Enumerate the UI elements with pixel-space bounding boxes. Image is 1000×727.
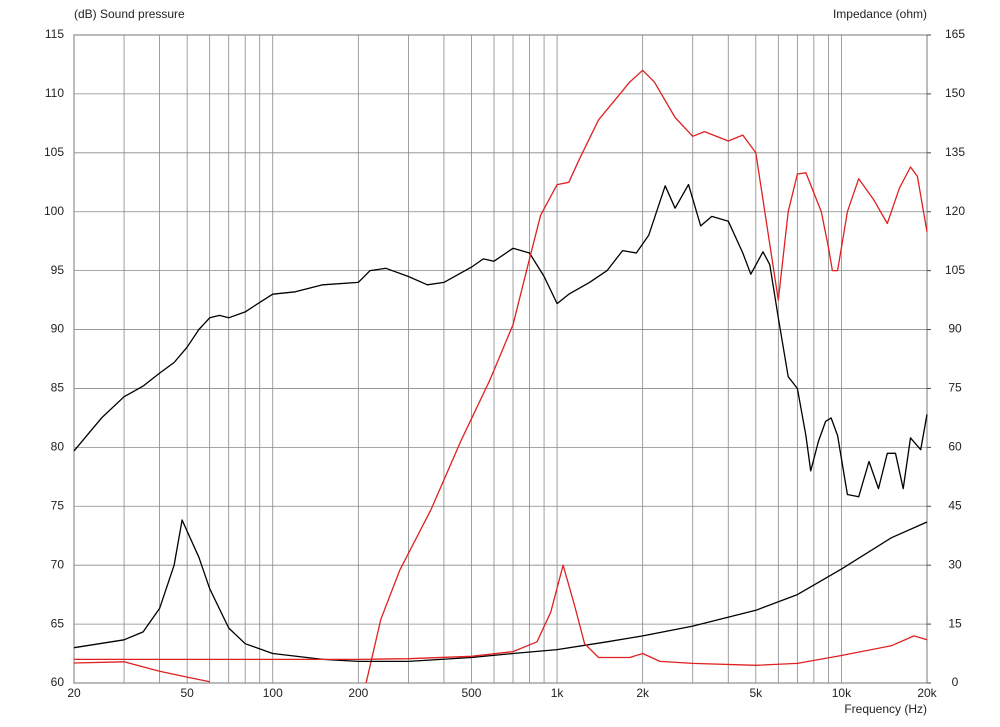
y-tick-label: 60	[51, 675, 65, 689]
y-tick-label: 90	[51, 322, 65, 336]
series-line	[74, 564, 928, 666]
y2-tick-label: 120	[945, 204, 965, 218]
y2-tick-label: 45	[948, 498, 962, 512]
series-line	[73, 519, 928, 663]
y2-tick-label: 165	[945, 27, 965, 41]
y2-tick-label: 105	[945, 263, 965, 277]
y2-tick-label: 30	[948, 557, 962, 571]
y-tick-label: 115	[45, 27, 64, 41]
x-tick-label: 20	[67, 686, 81, 700]
x-tick-label: 1k	[551, 686, 565, 700]
x-axis-label: Frequency (Hz)	[844, 702, 927, 716]
y2-tick-label: 90	[948, 322, 962, 336]
y-tick-label: 75	[51, 498, 65, 512]
y-tick-label: 110	[45, 86, 64, 100]
x-tick-label: 20k	[917, 686, 937, 700]
plot-frame	[73, 34, 928, 684]
y2-tick-label: 135	[945, 145, 965, 159]
x-tick-label: 10k	[832, 686, 852, 700]
series-line	[73, 69, 928, 684]
y-axis-label: (dB) Sound pressure	[74, 7, 185, 21]
y2-axis-label: Impedance (ohm)	[833, 7, 927, 21]
y-tick-label: 100	[44, 204, 64, 218]
y2-tick-label: 150	[945, 86, 965, 100]
y-tick-label: 65	[51, 616, 65, 630]
y2-tick-label: 15	[948, 616, 962, 630]
x-tick-label: 200	[348, 686, 368, 700]
series-line	[73, 183, 928, 498]
y-tick-label: 105	[44, 145, 64, 159]
y-tick-label: 80	[51, 440, 65, 454]
y2-tick-label: 60	[948, 440, 962, 454]
x-tick-label: 500	[461, 686, 481, 700]
y-tick-label: 95	[51, 263, 65, 277]
y-tick-label: 85	[51, 381, 65, 395]
y2-tick-label: 0	[952, 675, 959, 689]
x-tick-label: 2k	[636, 686, 650, 700]
x-tick-label: 5k	[749, 686, 763, 700]
x-tick-label: 100	[263, 686, 283, 700]
x-tick-label: 50	[180, 686, 194, 700]
y2-tick-label: 75	[948, 381, 962, 395]
y-tick-label: 70	[51, 557, 65, 571]
